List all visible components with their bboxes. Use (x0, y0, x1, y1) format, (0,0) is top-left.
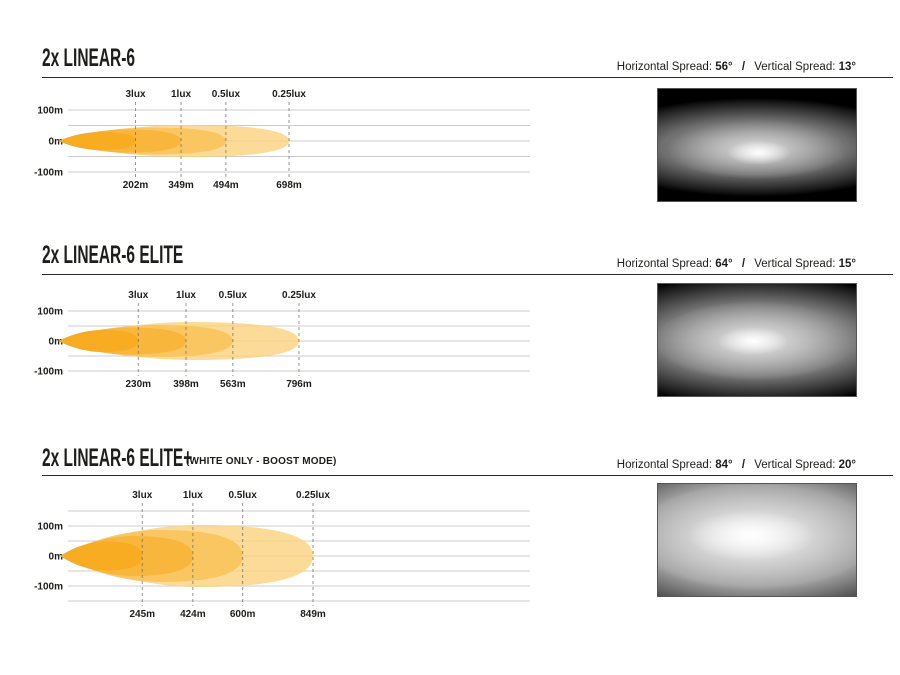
beam-pattern-chart: 100m 0m -100m 3lux 245m 1lux 424m 0.5lux 600m 0.2… (34, 490, 530, 620)
spread-separator: / (741, 258, 746, 270)
beam-photo (657, 88, 857, 202)
spread-info: Horizontal Spread: 84° / Vertical Spread… (617, 459, 856, 471)
distance-label: 424m (180, 609, 206, 620)
product-title: 2x LINEAR-6 (42, 46, 192, 71)
section-divider (42, 274, 893, 275)
horizontal-spread-label: Horizontal Spread: (616, 459, 713, 471)
section-divider (42, 77, 893, 78)
lux-level-label: 0.5lux (228, 490, 257, 501)
lux-level-label: 0.5lux (212, 89, 241, 100)
y-axis-tick-label: -100m (34, 582, 63, 593)
distance-label: 230m (126, 379, 152, 390)
y-axis-tick-label: -100m (34, 168, 63, 179)
horizontal-spread-value: 64° (715, 258, 733, 270)
horizontal-spread-label: Horizontal Spread: (616, 258, 713, 270)
vertical-spread-value: 20° (838, 459, 856, 471)
lux-level-label: 0.25lux (282, 290, 316, 301)
product-title-text: 2x LINEAR-6 ELITE (42, 241, 184, 269)
horizontal-spread-label: Horizontal Spread: (616, 61, 713, 73)
lux-level-label: 1lux (171, 89, 191, 100)
lux-level-label: 0.25lux (296, 490, 330, 501)
y-axis-tick-label: 100m (37, 106, 63, 117)
beam-pattern-chart: 100m 0m -100m 3lux 230m 1lux 398m 0.5lux 563m 0.2… (34, 290, 530, 390)
distance-label: 494m (213, 180, 239, 191)
lux-level-label: 0.5lux (219, 290, 248, 301)
product-title: 2x LINEAR-6 ELITE (42, 243, 270, 268)
product-title-text: 2x LINEAR-6 (42, 44, 136, 72)
distance-label: 796m (286, 379, 312, 390)
lux-level-label: 3lux (132, 490, 152, 501)
distance-label: 849m (300, 609, 326, 620)
spread-info: Horizontal Spread: 56° / Vertical Spread… (617, 61, 856, 73)
y-axis-tick-label: 0m (49, 137, 64, 148)
distance-label: 245m (129, 609, 155, 620)
horizontal-spread-value: 84° (715, 459, 733, 471)
vertical-spread-label: Vertical Spread: (754, 61, 836, 73)
product-title: 2x LINEAR-6 ELITE+ (WHITE ONLY - BOOST M… (42, 444, 336, 472)
lux-level-label: 1lux (176, 290, 196, 301)
vertical-spread-value: 15° (838, 258, 856, 270)
beam-photo (657, 483, 857, 597)
horizontal-spread-value: 56° (715, 61, 733, 73)
lux-level-label: 3lux (126, 89, 146, 100)
y-axis-tick-label: 100m (37, 522, 63, 533)
beam-intensity-layer (58, 330, 139, 352)
product-title-suffix: (WHITE ONLY - BOOST MODE) (186, 456, 337, 467)
spread-separator: / (741, 459, 746, 471)
y-axis-tick-label: 0m (49, 552, 64, 563)
beam-pattern-chart: 100m 0m -100m 3lux 202m 1lux 349m 0.5lux 494m 0.2… (34, 89, 530, 191)
distance-label: 398m (173, 379, 199, 390)
distance-label: 600m (230, 609, 256, 620)
section-divider (42, 475, 893, 476)
beam-intensity-layer (60, 541, 143, 571)
product-title-text: 2x LINEAR-6 ELITE+ (42, 444, 193, 472)
distance-label: 202m (123, 180, 149, 191)
vertical-spread-label: Vertical Spread: (754, 459, 836, 471)
lux-level-label: 1lux (183, 490, 203, 501)
lux-level-label: 0.25lux (272, 89, 306, 100)
y-axis-tick-label: 100m (37, 307, 63, 318)
spread-separator: / (741, 61, 746, 73)
lux-level-label: 3lux (128, 290, 148, 301)
distance-label: 349m (168, 180, 194, 191)
vertical-spread-value: 13° (838, 61, 856, 73)
vertical-spread-label: Vertical Spread: (754, 258, 836, 270)
y-axis-tick-label: 0m (49, 337, 64, 348)
beam-intensity-layer (58, 132, 136, 150)
distance-label: 698m (276, 180, 302, 191)
spread-info: Horizontal Spread: 64° / Vertical Spread… (617, 258, 856, 270)
y-axis-tick-label: -100m (34, 367, 63, 378)
beam-photo (657, 283, 857, 397)
distance-label: 563m (220, 379, 246, 390)
